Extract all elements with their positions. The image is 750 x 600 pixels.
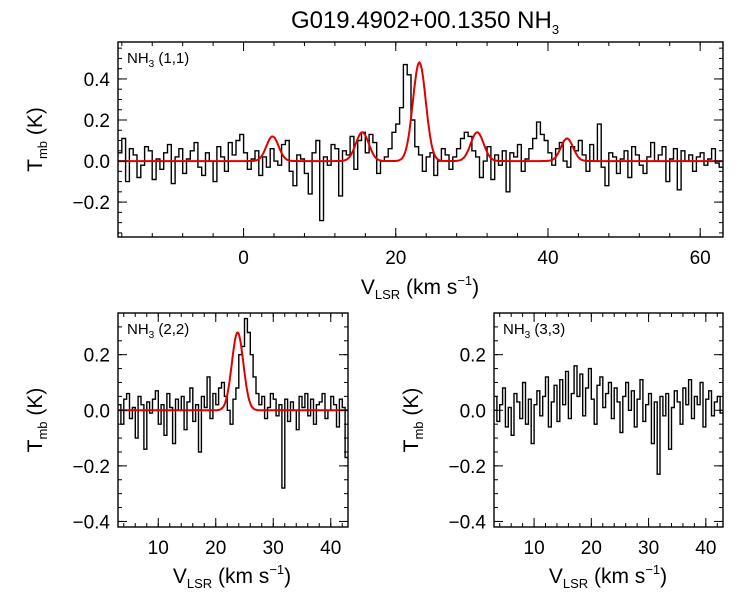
plot-frame: [493, 312, 724, 528]
plot-frame: [117, 312, 349, 528]
y-tick-label: −0.2: [72, 193, 110, 214]
x-axis-label: VLSR (km s−1): [173, 562, 291, 591]
x-tick-label: 40: [695, 538, 716, 559]
x-tick-label: 10: [524, 538, 545, 559]
spectrum-line: [118, 317, 348, 489]
panel-nh3-2-2: 10 20 30 40 −0.4 −0.2 0.0 0.2 NH3 (2,2) VLSR (km …: [24, 312, 349, 591]
gaussian-fit-line: [118, 61, 723, 163]
x-tick-label: 40: [537, 248, 558, 269]
y-tick-label: 0.0: [84, 401, 110, 422]
y-tick-label: 0.4: [84, 70, 111, 91]
panel-label: NH3 (2,2): [127, 321, 189, 341]
x-tick-label: 10: [148, 538, 169, 559]
x-tick-label: 60: [690, 248, 711, 269]
spectrum-line: [118, 63, 723, 222]
panel-label: NH3 (1,1): [127, 50, 189, 70]
y-tick-label: 0.2: [84, 111, 110, 132]
x-tick-label: 20: [385, 248, 406, 269]
chart-title: G019.4902+00.1350 NH3: [291, 7, 559, 37]
y-tick-label: 0.2: [460, 346, 486, 367]
y-tick-label: −0.2: [72, 457, 110, 478]
y-tick-label: −0.4: [448, 512, 486, 533]
y-tick-label: −0.2: [448, 457, 486, 478]
y-tick-label: 0.0: [84, 152, 110, 173]
gaussian-fit-line: [118, 331, 348, 412]
panel-nh3-3-3: 10 20 30 40 −0.4 −0.2 0.0 0.2 NH3 (3,3) VLSR (km …: [400, 312, 724, 591]
y-tick-label: −0.4: [72, 512, 110, 533]
y-tick-label: 0.2: [84, 346, 110, 367]
x-axis-label: VLSR (km s−1): [549, 562, 667, 591]
y-axis-label: Tmb (K): [400, 388, 426, 453]
spectrum-line: [494, 365, 723, 475]
x-axis-label: VLSR (km s−1): [361, 273, 479, 302]
y-axis-label: Tmb (K): [24, 107, 50, 172]
x-tick-label: 30: [263, 538, 284, 559]
x-tick-label: 30: [638, 538, 659, 559]
y-axis-label: Tmb (K): [24, 388, 50, 453]
x-tick-label: 0: [238, 248, 249, 269]
panel-nh3-1-1: 0 20 40 60 −0.2 0.0 0.2 0.4 NH3 (1,1) VLSR (km s−…: [24, 41, 724, 302]
y-tick-label: 0.0: [460, 401, 486, 422]
x-tick-label: 20: [205, 538, 226, 559]
x-tick-label: 40: [320, 538, 341, 559]
plot-frame: [117, 41, 724, 238]
x-tick-label: 20: [581, 538, 602, 559]
panel-label: NH3 (3,3): [503, 321, 565, 341]
